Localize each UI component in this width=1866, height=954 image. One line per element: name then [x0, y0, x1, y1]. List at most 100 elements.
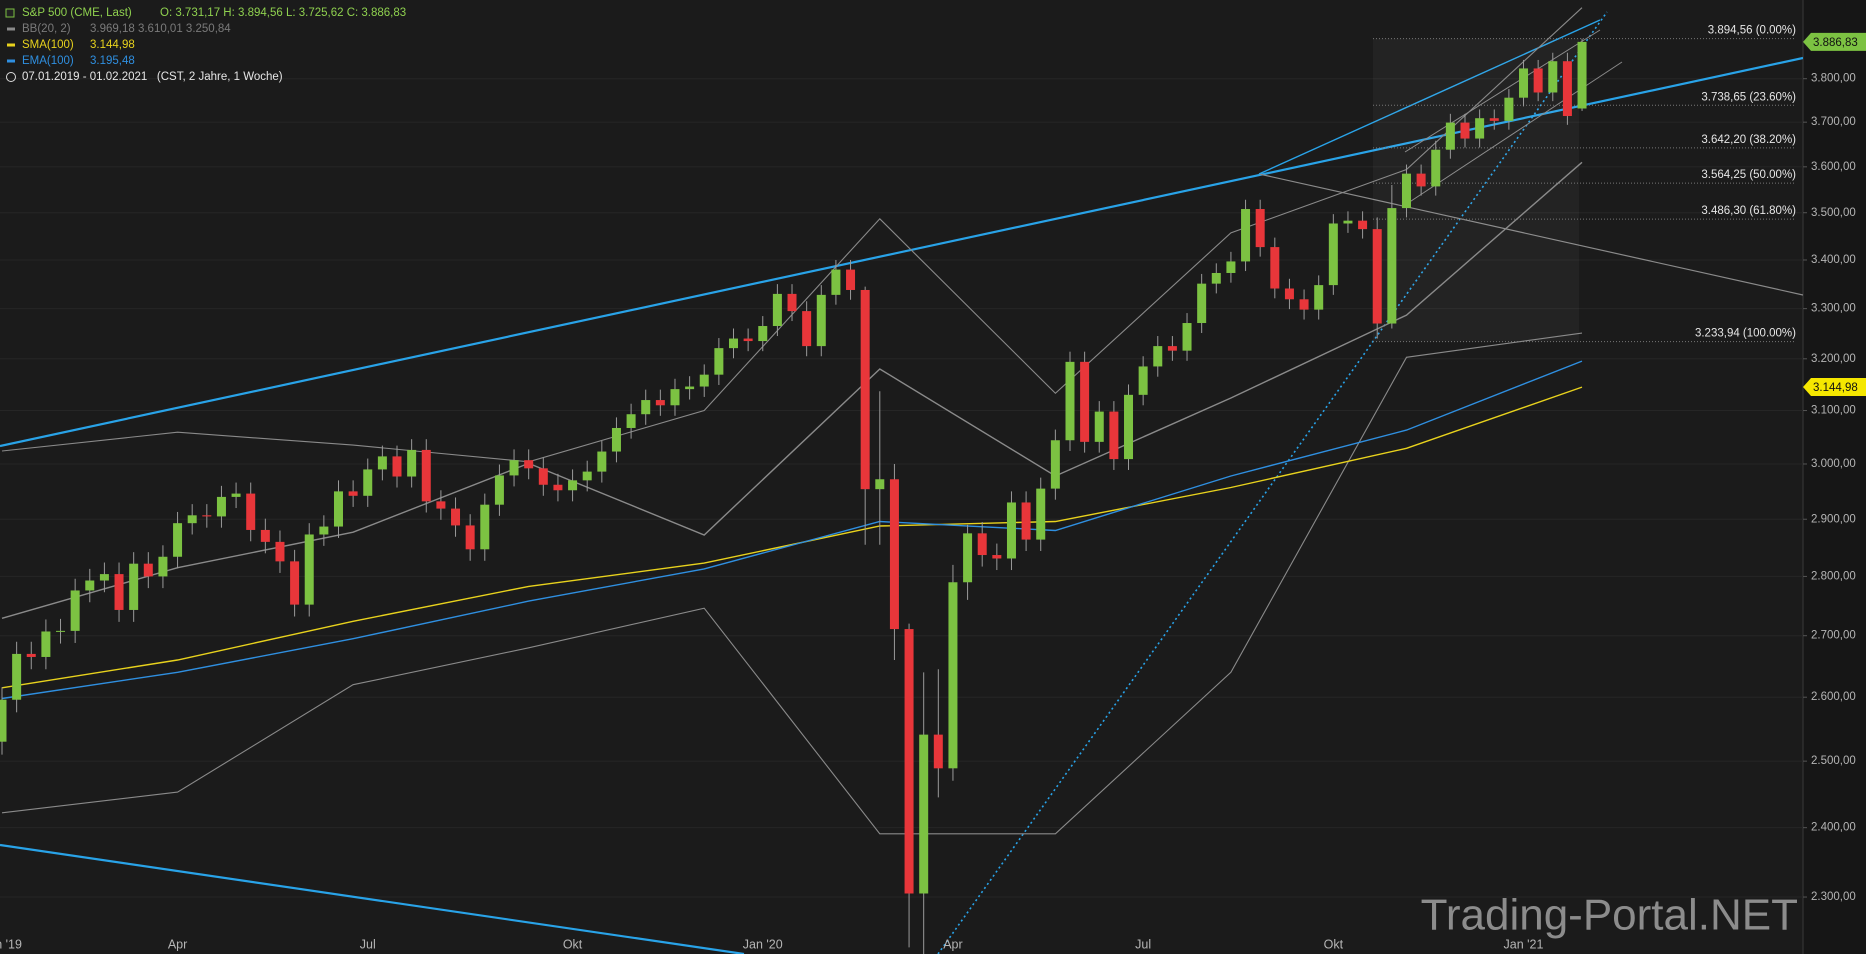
candle-body [1255, 209, 1265, 248]
candle-body [1284, 288, 1294, 300]
candle-body [1519, 68, 1529, 98]
y-tick-label: 3.300,00 [1811, 303, 1856, 315]
legend: S&P 500 (CME, Last) O: 3.731,17 H: 3.894,… [5, 7, 406, 83]
fib-label: 3.486,30 (61.80%) [1701, 205, 1796, 217]
candle-body [202, 515, 212, 517]
candle-body [1109, 411, 1119, 460]
candle-body [743, 338, 753, 342]
candle-body [553, 484, 563, 491]
candle-body [1036, 488, 1046, 540]
fib-label: 3.894,56 (0.00%) [1708, 25, 1796, 37]
candle-body [904, 629, 914, 894]
candle-body [582, 471, 592, 481]
candle-body [129, 563, 139, 610]
candle-body [1401, 173, 1411, 209]
candle-body [480, 504, 490, 550]
fib-label: 3.564,25 (50.00%) [1701, 169, 1796, 181]
x-tick-label: Jan '20 [743, 937, 783, 951]
y-tick-label: 3.500,00 [1811, 207, 1856, 219]
price-axis-area [1803, 0, 1866, 954]
y-tick-label: 2.900,00 [1811, 513, 1856, 525]
candle-body [933, 734, 943, 769]
candle-body [319, 526, 329, 535]
candle-body [85, 580, 95, 591]
candle-body [1358, 220, 1368, 230]
candle-body [963, 533, 973, 583]
candle-body [436, 501, 446, 509]
candle-body [70, 590, 80, 631]
x-tick-label: Okt [1324, 937, 1344, 951]
candle-body [597, 451, 607, 472]
candle-body [626, 414, 636, 428]
candle-body [1475, 118, 1485, 139]
candle-body [889, 479, 899, 630]
x-tick-label: Apr [943, 937, 962, 951]
trend-line-gray [1258, 173, 1803, 296]
candle-body [860, 289, 870, 490]
y-tick-label: 2.600,00 [1811, 691, 1856, 703]
candle-body [1006, 502, 1016, 559]
y-tick-label: 3.400,00 [1811, 254, 1856, 266]
candle-body [1124, 394, 1134, 460]
candle-body [143, 563, 153, 577]
candle-body [348, 491, 358, 496]
candle-body [538, 468, 548, 485]
plot-area [0, 7, 1803, 954]
candle-body [173, 523, 183, 557]
trend-line [0, 56, 1803, 448]
candle-body [494, 475, 504, 505]
fib-label: 3.738,65 (23.60%) [1701, 91, 1796, 103]
candle-body [1372, 229, 1382, 324]
y-tick-label: 3.000,00 [1811, 458, 1856, 470]
candle-body [246, 493, 256, 530]
candle-body [670, 389, 680, 406]
candle-body [992, 555, 1002, 559]
x-tick-label: Jul [360, 937, 376, 951]
candle-body [1021, 502, 1031, 540]
candle-body [333, 491, 343, 527]
y-tick-label: 2.800,00 [1811, 570, 1856, 582]
grid [0, 78, 1803, 898]
legend-name: EMA(100) [22, 55, 74, 67]
candle-body [1314, 285, 1324, 310]
candle-body [875, 479, 885, 490]
candle-body [26, 653, 36, 657]
y-tick-label: 3.800,00 [1811, 73, 1856, 85]
candle-body [1153, 346, 1163, 367]
candle-body [1226, 261, 1236, 273]
candle-body [1504, 97, 1514, 121]
candle-body [977, 533, 987, 556]
channel-line [1404, 29, 1601, 153]
candle-body [846, 269, 856, 290]
x-tick-label: Jan '19 [0, 937, 22, 951]
candle-body [231, 493, 241, 497]
candle-body [1050, 440, 1060, 489]
price-tag [1803, 32, 1866, 51]
x-tick-label: Okt [563, 937, 583, 951]
candle-body [685, 386, 695, 390]
candle-body [1299, 299, 1309, 310]
x-tick-label: Jul [1135, 937, 1151, 951]
candle-body [1167, 346, 1177, 351]
candle-body [407, 449, 417, 477]
candle-body [465, 525, 475, 550]
candle-body [421, 449, 431, 502]
instrument-title: S&P 500 (CME, Last) [22, 7, 132, 19]
watermark: Trading-Portal.NET [1421, 891, 1798, 940]
channel-line [1258, 19, 1601, 175]
candle-body [831, 269, 841, 295]
candle-body [114, 574, 124, 610]
candle-body [1577, 41, 1587, 109]
y-tick-label: 3.200,00 [1811, 353, 1856, 365]
candle-body [363, 469, 373, 496]
candle-body [41, 631, 51, 657]
candle-body [802, 311, 812, 347]
candle-body [611, 427, 621, 452]
price-tag-label: 3.886,83 [1813, 37, 1858, 49]
legend-name: SMA(100) [22, 39, 74, 51]
x-tick-label: Apr [168, 937, 187, 951]
candle-body [1065, 361, 1075, 441]
candle-body [290, 561, 300, 605]
